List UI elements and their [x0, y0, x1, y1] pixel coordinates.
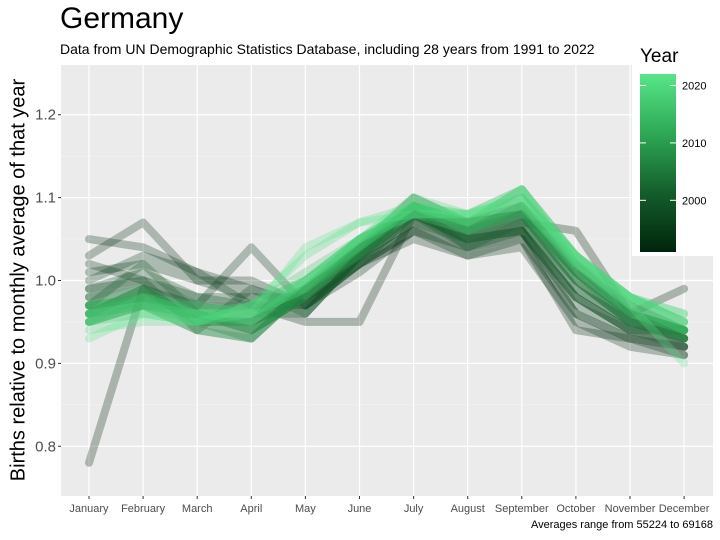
series-line-1995 [85, 226, 689, 351]
series-line-2005 [85, 201, 689, 335]
colorbar-label: 2000 [682, 195, 706, 207]
series-line-2015 [85, 193, 689, 335]
series-line-2001 [85, 201, 689, 343]
chart-subtitle: Data from UN Demographic Statistics Data… [60, 41, 595, 57]
series-line-2004 [85, 210, 689, 335]
x-tick-label: March [182, 503, 213, 515]
x-tick-label: June [348, 503, 372, 515]
series-line-2017 [85, 185, 689, 326]
series-line-1996 [85, 218, 689, 351]
series-line-2010 [85, 201, 689, 335]
series-line-2013 [85, 201, 689, 335]
y-tick-label: 1.2 [35, 107, 56, 124]
x-tick-label: August [451, 503, 485, 515]
series-line-1997 [85, 218, 689, 343]
chart-caption: Averages range from 55224 to 69168 [530, 519, 713, 531]
series-line-2007 [85, 201, 689, 335]
legend-title: Year [640, 46, 679, 67]
series-line-2003 [85, 201, 689, 343]
series-line-2008 [85, 210, 689, 335]
x-tick-label: November [605, 503, 656, 515]
series-line-2016 [85, 185, 689, 326]
x-tick-label: October [556, 503, 595, 515]
series-line-2021 [85, 193, 689, 335]
series-line-2020 [85, 193, 689, 326]
y-tick-label: 0.9 [35, 355, 56, 372]
x-tick-label: April [240, 503, 262, 515]
legend-colorbar: 2000 2010 2020 [640, 74, 706, 252]
series-line-2002 [85, 210, 689, 343]
year-legend: Year 2000 2010 2020 [632, 42, 716, 256]
series-line-1994 [85, 226, 689, 351]
chart-title: Germany [60, 2, 184, 35]
series-line-1998 [85, 210, 689, 351]
x-tick-label: February [121, 503, 166, 515]
y-tick-label: 1.0 [35, 273, 56, 290]
colorbar-label: 2010 [682, 138, 706, 150]
series-line-1991 [85, 210, 689, 467]
y-tick-label: 1.1 [35, 190, 56, 207]
x-tick-label: September [495, 503, 549, 515]
y-tick-label: 0.8 [35, 438, 56, 455]
series-line-1999 [85, 210, 689, 343]
series-line-2011 [85, 201, 689, 335]
x-tick-label: December [659, 503, 710, 515]
x-tick-label: May [295, 503, 316, 515]
series-line-2018 [85, 185, 689, 326]
series-line-2009 [85, 193, 689, 343]
series-line-2014 [85, 193, 689, 335]
x-tick-label: January [69, 503, 109, 515]
series-line-2006 [85, 193, 689, 343]
series-line-2012 [85, 201, 689, 335]
series-line-2019 [85, 185, 689, 326]
x-tick-label: July [404, 503, 424, 515]
series-line-2000 [85, 218, 689, 335]
series-line-1993 [85, 218, 689, 360]
series-line-2022 [85, 201, 689, 368]
series-line-1992 [85, 226, 689, 360]
colorbar-label: 2020 [682, 80, 706, 92]
colorbar-gradient [640, 74, 676, 252]
